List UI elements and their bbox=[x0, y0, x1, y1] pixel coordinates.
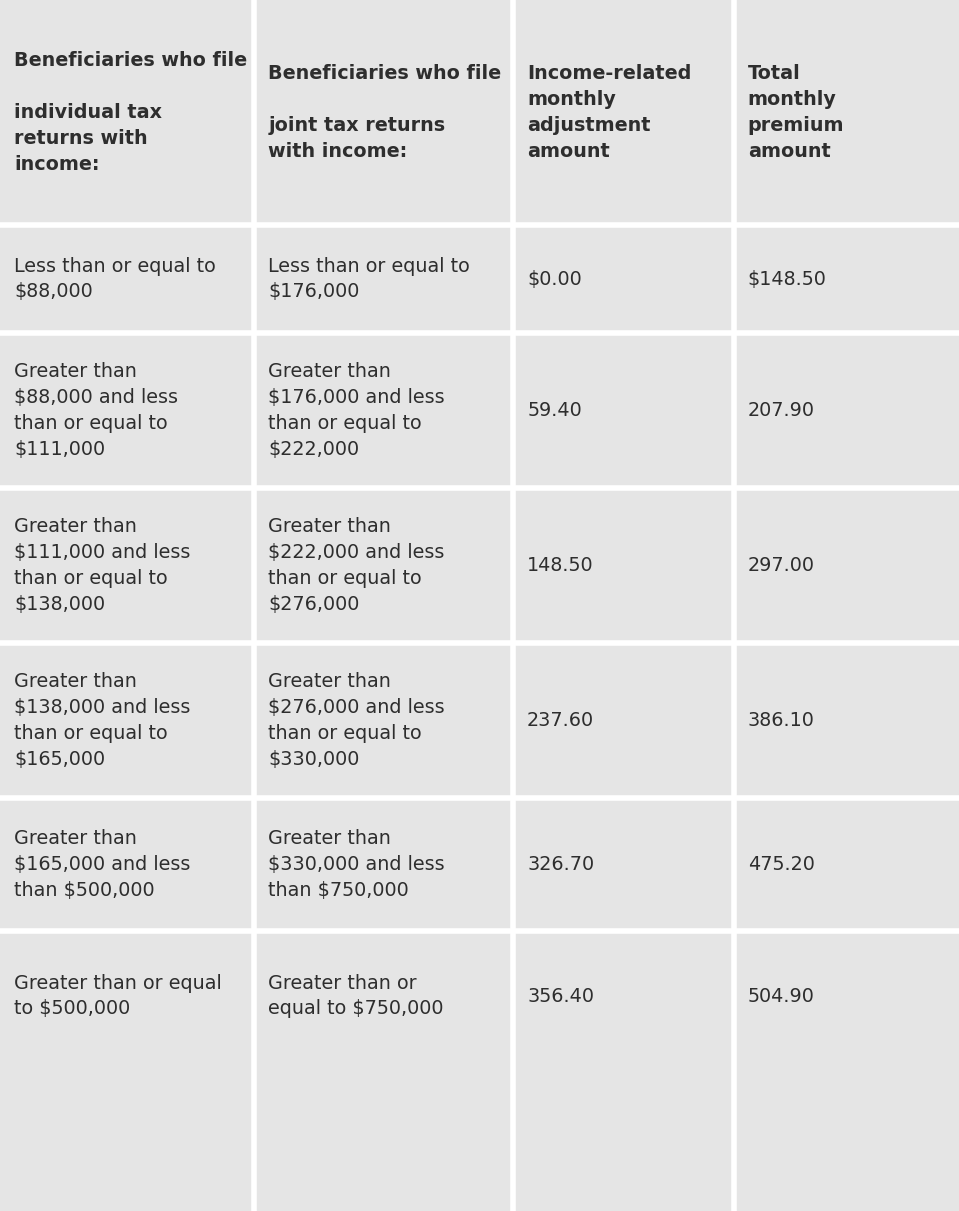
Text: Beneficiaries who file

joint tax returns
with income:: Beneficiaries who file joint tax returns… bbox=[269, 64, 502, 161]
Bar bbox=[0, 488, 254, 643]
Bar bbox=[734, 488, 959, 643]
Bar bbox=[734, 225, 959, 333]
Text: Less than or equal to
$88,000: Less than or equal to $88,000 bbox=[14, 257, 216, 302]
Text: Less than or equal to
$176,000: Less than or equal to $176,000 bbox=[269, 257, 470, 302]
Bar bbox=[734, 333, 959, 488]
Text: 148.50: 148.50 bbox=[527, 556, 594, 575]
Text: 386.10: 386.10 bbox=[748, 711, 814, 730]
Bar bbox=[254, 333, 513, 488]
Text: Greater than
$222,000 and less
than or equal to
$276,000: Greater than $222,000 and less than or e… bbox=[269, 517, 445, 614]
Text: 356.40: 356.40 bbox=[527, 987, 594, 1005]
Bar bbox=[0, 643, 254, 798]
Bar bbox=[254, 931, 513, 1061]
Text: Greater than
$138,000 and less
than or equal to
$165,000: Greater than $138,000 and less than or e… bbox=[14, 672, 191, 769]
Bar bbox=[513, 643, 734, 798]
Text: 59.40: 59.40 bbox=[527, 401, 582, 420]
Text: 297.00: 297.00 bbox=[748, 556, 814, 575]
Text: Greater than
$176,000 and less
than or equal to
$222,000: Greater than $176,000 and less than or e… bbox=[269, 362, 445, 459]
Bar bbox=[734, 931, 959, 1061]
Text: Income-related
monthly
adjustment
amount: Income-related monthly adjustment amount bbox=[527, 64, 691, 161]
Bar bbox=[513, 333, 734, 488]
Text: Greater than
$88,000 and less
than or equal to
$111,000: Greater than $88,000 and less than or eq… bbox=[14, 362, 178, 459]
Bar bbox=[254, 798, 513, 931]
Text: Greater than
$165,000 and less
than $500,000: Greater than $165,000 and less than $500… bbox=[14, 830, 191, 900]
Bar bbox=[734, 643, 959, 798]
Text: 475.20: 475.20 bbox=[748, 855, 814, 874]
Bar bbox=[0, 931, 254, 1061]
Bar bbox=[513, 798, 734, 931]
Bar bbox=[513, 931, 734, 1061]
Text: $0.00: $0.00 bbox=[527, 270, 582, 288]
Bar bbox=[254, 225, 513, 333]
Text: Greater than
$330,000 and less
than $750,000: Greater than $330,000 and less than $750… bbox=[269, 830, 445, 900]
Text: Greater than or
equal to $750,000: Greater than or equal to $750,000 bbox=[269, 974, 444, 1018]
Bar bbox=[0, 798, 254, 931]
Bar bbox=[0, 225, 254, 333]
Bar bbox=[254, 488, 513, 643]
Bar bbox=[734, 0, 959, 225]
Bar bbox=[254, 643, 513, 798]
Text: Greater than
$276,000 and less
than or equal to
$330,000: Greater than $276,000 and less than or e… bbox=[269, 672, 445, 769]
Text: Greater than
$111,000 and less
than or equal to
$138,000: Greater than $111,000 and less than or e… bbox=[14, 517, 191, 614]
Text: 326.70: 326.70 bbox=[527, 855, 595, 874]
Text: $148.50: $148.50 bbox=[748, 270, 827, 288]
Text: 504.90: 504.90 bbox=[748, 987, 814, 1005]
Text: Greater than or equal
to $500,000: Greater than or equal to $500,000 bbox=[14, 974, 222, 1018]
Text: 207.90: 207.90 bbox=[748, 401, 814, 420]
Text: Beneficiaries who file

individual tax
returns with
income:: Beneficiaries who file individual tax re… bbox=[14, 52, 247, 173]
Bar bbox=[0, 0, 254, 225]
Bar bbox=[0, 333, 254, 488]
Bar bbox=[513, 488, 734, 643]
Bar bbox=[513, 0, 734, 225]
Text: Total
monthly
premium
amount: Total monthly premium amount bbox=[748, 64, 844, 161]
Bar bbox=[513, 225, 734, 333]
Text: 237.60: 237.60 bbox=[527, 711, 595, 730]
Bar bbox=[734, 798, 959, 931]
Bar bbox=[254, 0, 513, 225]
